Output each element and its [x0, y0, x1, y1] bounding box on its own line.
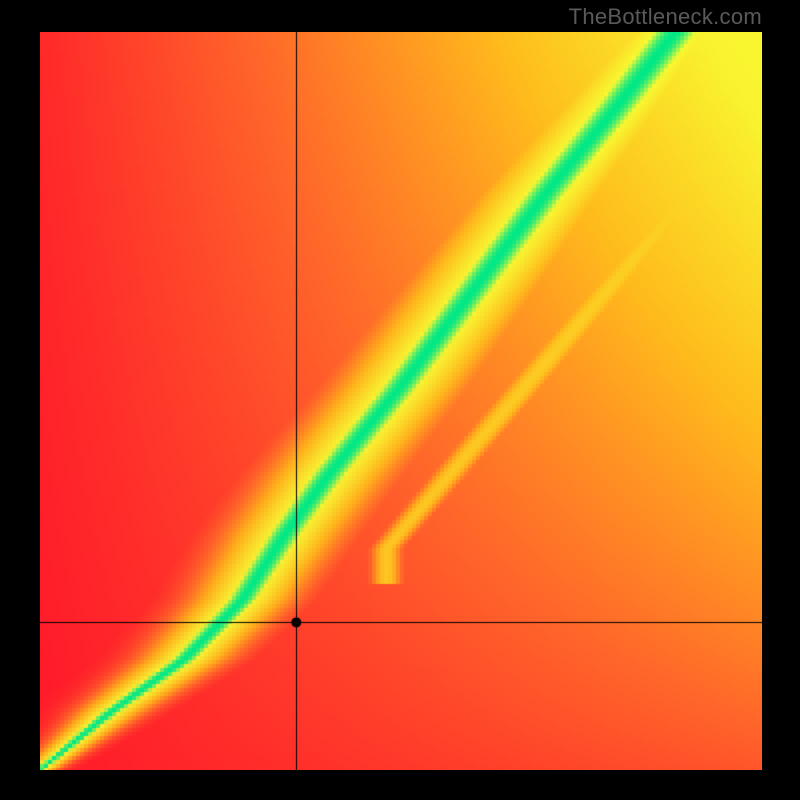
- chart-container: TheBottleneck.com: [0, 0, 800, 800]
- watermark-label[interactable]: TheBottleneck.com: [569, 4, 762, 30]
- bottleneck-heatmap: [40, 32, 762, 770]
